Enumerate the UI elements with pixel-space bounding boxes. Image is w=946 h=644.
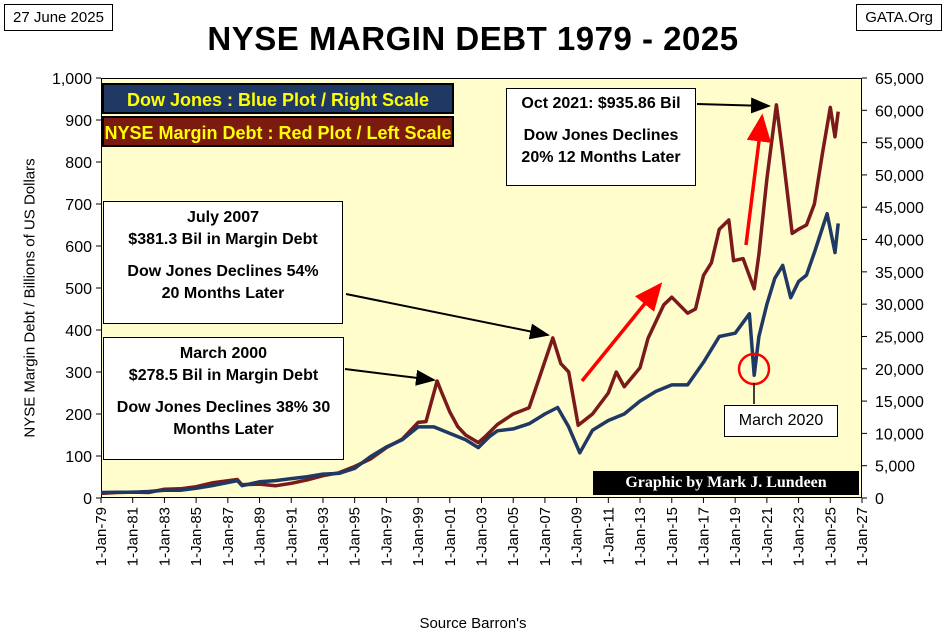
credit-label: Graphic by Mark J. Lundeen xyxy=(593,471,859,495)
annotation-arrows xyxy=(344,97,772,404)
x-tick-label: 1-Jan-85 xyxy=(188,507,205,566)
left-tick-label: 500 xyxy=(65,281,92,298)
date-label: 27 June 2025 xyxy=(4,4,113,31)
arrow-july-2007 xyxy=(345,293,550,340)
left-tick-label: 700 xyxy=(65,197,92,214)
x-tick-label: 1-Jan-23 xyxy=(791,507,808,566)
annotation-line: 20 Months Later xyxy=(161,285,285,302)
left-tick-label: 300 xyxy=(65,365,92,382)
x-tick-label: 1-Jan-13 xyxy=(632,507,649,566)
x-tick-label: 1-Jan-01 xyxy=(442,507,459,566)
right-tick-label: 60,000 xyxy=(875,103,924,120)
x-tick-label: 1-Jan-15 xyxy=(664,507,681,566)
right-tick-label: 0 xyxy=(875,491,884,508)
right-axis: 0 5,000 10,000 15,000 20,000 25,000 30,000 35,0… xyxy=(862,71,924,508)
x-tick-label: 1-Jan-91 xyxy=(283,507,300,566)
left-tick-label: 400 xyxy=(65,323,92,340)
dow-jones-line xyxy=(100,211,840,495)
annotation-line: $278.5 Bil in Margin Debt xyxy=(128,367,319,384)
right-tick-label: 50,000 xyxy=(875,168,924,185)
left-tick-label: 200 xyxy=(65,407,92,424)
x-tick-label: 1-Jan-81 xyxy=(125,507,142,566)
x-tick-label: 1-Jan-27 xyxy=(854,507,871,566)
annotation-line: Dow Jones Declines xyxy=(523,127,679,144)
right-tick-label: 15,000 xyxy=(875,394,924,411)
x-tick-label: 1-Jan-21 xyxy=(759,507,776,566)
x-tick-label: 1-Jan-11 xyxy=(600,507,617,565)
legend-dow: Dow Jones : Blue Plot / Right Scale xyxy=(102,83,454,114)
x-tick-label: 1-Jan-17 xyxy=(695,507,712,566)
x-tick-label: 1-Jan-95 xyxy=(347,507,364,566)
chart-title: NYSE MARGIN DEBT 1979 - 2025 xyxy=(207,20,739,57)
left-axis-title: NYSE Margin Debt / Billions of US Dollar… xyxy=(21,158,39,438)
annotation-line: 20% 12 Months Later xyxy=(521,149,681,166)
left-tick-label: 0 xyxy=(83,491,92,508)
site-label: GATA.Org xyxy=(856,4,942,31)
left-axis: 0 100 200 300 400 500 600 700 800 900 1,000 xyxy=(52,71,101,508)
left-tick-label: 1,000 xyxy=(52,71,92,88)
arrow-oct-2021 xyxy=(696,97,771,114)
left-tick-label: 900 xyxy=(65,113,92,130)
x-tick-label: 1-Jan-97 xyxy=(378,507,395,566)
x-tick-label: 1-Jan-99 xyxy=(410,507,427,566)
right-tick-label: 20,000 xyxy=(875,362,924,379)
x-tick-label: 1-Jan-89 xyxy=(252,507,269,566)
annotation-oct-2021: Oct 2021: $935.86 Bil Dow Jones Declines… xyxy=(506,88,696,186)
series-layer xyxy=(100,103,840,496)
annotation-line: Dow Jones Declines 38% 30 xyxy=(116,399,331,416)
annotation-march-2000: March 2000 $278.5 Bil in Margin Debt Dow… xyxy=(103,337,344,460)
right-tick-label: 55,000 xyxy=(875,136,924,153)
x-tick-label: 1-Jan-07 xyxy=(537,507,554,566)
x-axis: 1-Jan-79 1-Jan-81 1-Jan-83 1-Jan-85 1-Jan-87… xyxy=(93,498,871,566)
arrow-march-2000 xyxy=(344,368,436,386)
annotation-line: Oct 2021: $935.86 Bil xyxy=(521,95,681,112)
right-tick-label: 10,000 xyxy=(875,426,924,443)
annotation-line: July 2007 xyxy=(186,209,260,226)
x-tick-label: 1-Jan-93 xyxy=(315,507,332,566)
right-tick-label: 30,000 xyxy=(875,297,924,314)
left-tick-label: 100 xyxy=(65,449,92,466)
right-tick-label: 25,000 xyxy=(875,329,924,346)
x-tick-label: 1-Jan-05 xyxy=(505,507,522,566)
x-tick-label: 1-Jan-87 xyxy=(220,507,237,566)
right-tick-label: 5,000 xyxy=(875,459,915,476)
annotation-line: March 2000 xyxy=(179,345,268,362)
annotation-july-2007: July 2007 $381.3 Bil in Margin Debt Dow … xyxy=(103,201,343,324)
x-tick-label: 1-Jan-19 xyxy=(727,507,744,566)
margin-debt-line xyxy=(100,103,840,496)
annotation-line: Dow Jones Declines 54% xyxy=(127,263,319,280)
x-tick-label: 1-Jan-83 xyxy=(156,507,173,566)
right-tick-label: 65,000 xyxy=(875,71,924,88)
trend-arrow-2020 xyxy=(744,113,772,246)
x-tick-label: 1-Jan-25 xyxy=(822,507,839,566)
trend-arrow-2009 xyxy=(580,282,663,383)
right-tick-label: 40,000 xyxy=(875,233,924,250)
annotation-march-2020: March 2020 xyxy=(724,405,838,437)
x-tick-label: 1-Jan-79 xyxy=(93,507,110,566)
left-tick-label: 800 xyxy=(65,155,92,172)
right-tick-label: 35,000 xyxy=(875,265,924,282)
left-tick-label: 600 xyxy=(65,239,92,256)
source-note: Source Barron's xyxy=(419,615,527,632)
annotation-line: $381.3 Bil in Margin Debt xyxy=(128,231,318,248)
x-tick-label: 1-Jan-03 xyxy=(474,507,491,566)
right-tick-label: 45,000 xyxy=(875,200,924,217)
annotation-line: Months Later xyxy=(173,421,274,438)
legend-margin-debt: NYSE Margin Debt : Red Plot / Left Scale xyxy=(102,116,454,147)
x-tick-label: 1-Jan-09 xyxy=(569,507,586,566)
